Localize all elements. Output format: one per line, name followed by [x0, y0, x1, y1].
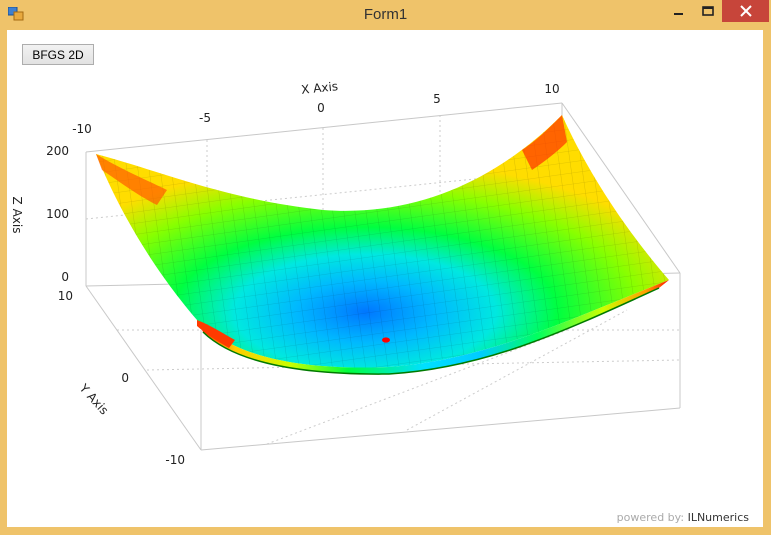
- app-icon: [8, 7, 24, 21]
- form-client-area: BFGS 2D: [7, 30, 763, 527]
- maximize-icon: [701, 6, 714, 16]
- x-tick-labels: -10 -5 0 5 10: [72, 82, 559, 136]
- y-tick-label: 10: [58, 289, 73, 303]
- y-tick-labels: 10 0 -10: [58, 289, 185, 467]
- y-axis-label: Y Axis: [76, 381, 111, 418]
- z-tick-labels: 200 100 0: [46, 144, 69, 284]
- surface-plot[interactable]: -10 -5 0 5 10 X Axis 200 100 0 Z Axis 10…: [7, 30, 763, 527]
- close-icon: [739, 5, 752, 17]
- brand-name: ILNumerics: [687, 511, 749, 524]
- z-tick-label: 0: [61, 270, 69, 284]
- x-axis-label: X Axis: [300, 79, 338, 97]
- powered-by-credit: powered by: ILNumerics: [617, 511, 749, 524]
- bfgs-2d-button[interactable]: BFGS 2D: [22, 44, 94, 65]
- z-tick-label: 100: [46, 207, 69, 221]
- x-tick-label: -5: [199, 111, 211, 125]
- y-tick-label: 0: [121, 371, 129, 385]
- minimize-icon: [673, 13, 683, 15]
- x-tick-label: 0: [317, 101, 325, 115]
- title-bar[interactable]: Form1: [0, 0, 771, 30]
- x-tick-label: 5: [433, 92, 441, 106]
- x-tick-label: -10: [72, 122, 92, 136]
- minimize-button[interactable]: [664, 0, 693, 22]
- window-title: Form1: [363, 6, 408, 23]
- powered-by-label: powered by:: [616, 511, 685, 524]
- maximize-button[interactable]: [693, 0, 722, 22]
- z-axis-label: Z Axis: [10, 197, 24, 234]
- z-tick-label: 200: [46, 144, 69, 158]
- close-button[interactable]: [722, 0, 769, 22]
- y-tick-label: -10: [165, 453, 185, 467]
- surface-mesh: [96, 115, 669, 375]
- x-tick-label: 10: [544, 82, 559, 96]
- minimum-point-marker: [382, 337, 390, 343]
